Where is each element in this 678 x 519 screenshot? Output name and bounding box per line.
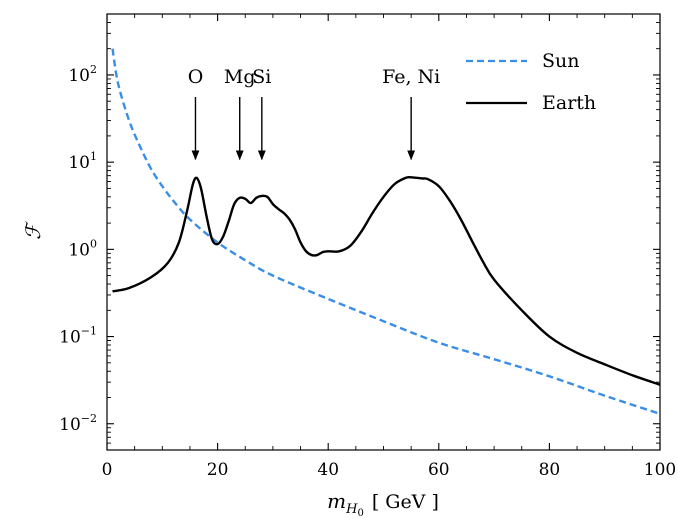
axis-tick-labels: 0 20 40 60 80 100 10−2 10−1 100 101 102: [59, 63, 676, 480]
x-axis-label-subsub: 0: [357, 508, 363, 519]
legend: Sun Earth: [466, 50, 596, 114]
y-tick-label: 102: [68, 63, 97, 86]
y-tick-label: 10−2: [59, 412, 97, 435]
x-tick-label: 40: [317, 460, 339, 480]
element-label: Fe, Ni: [382, 66, 440, 88]
series-line-earth: [113, 177, 660, 385]
element-label: Si: [252, 66, 271, 88]
y-axis-label: ℱ: [21, 221, 45, 240]
legend-label-sun: Sun: [542, 50, 580, 72]
x-axis-label-sub: H: [345, 502, 358, 517]
x-tick-label: 80: [539, 460, 561, 480]
legend-label-earth: Earth: [542, 92, 596, 114]
x-tick-label: 20: [207, 460, 229, 480]
element-label: O: [188, 66, 204, 88]
y-tick-label: 100: [68, 237, 97, 260]
x-axis-label-unit: [ GeV ]: [372, 491, 439, 513]
x-tick-label: 100: [644, 460, 676, 480]
x-tick-label: 60: [428, 460, 450, 480]
x-axis-label-main: m: [327, 489, 346, 513]
x-tick-label: 0: [102, 460, 113, 480]
y-tick-label: 101: [68, 150, 97, 173]
element-label: Mg: [224, 66, 256, 88]
x-axis-label: mH0 [ GeV ]: [327, 489, 439, 519]
y-tick-label: 10−1: [59, 325, 97, 348]
